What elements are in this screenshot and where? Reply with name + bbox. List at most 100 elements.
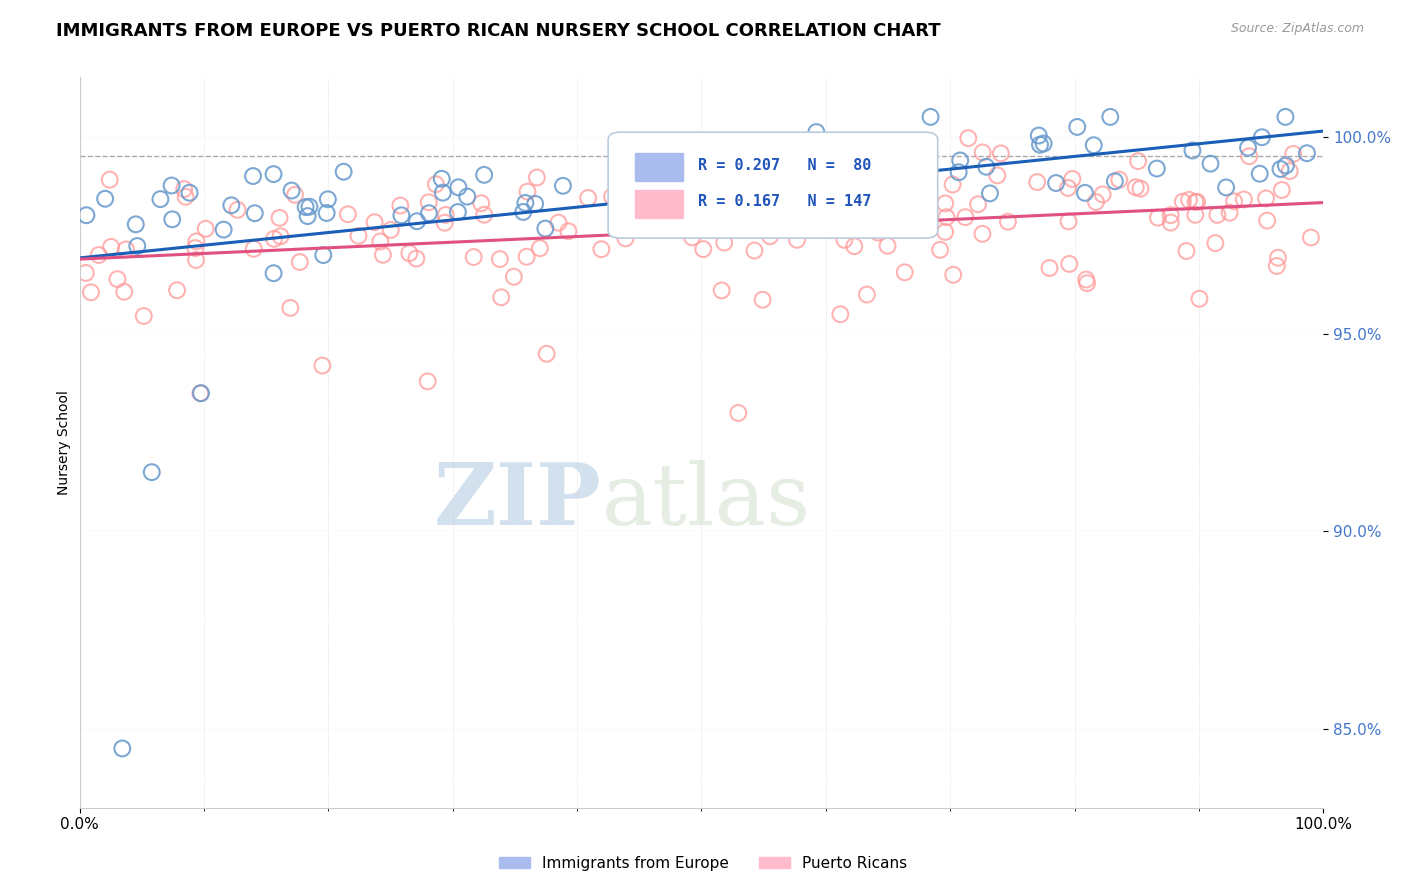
Point bbox=[710, 284, 733, 298]
Point bbox=[744, 244, 766, 258]
Text: Source: ZipAtlas.com: Source: ZipAtlas.com bbox=[1230, 22, 1364, 36]
Point bbox=[685, 211, 707, 225]
Point bbox=[536, 347, 558, 361]
Point bbox=[606, 176, 628, 190]
Point bbox=[1181, 144, 1204, 158]
Point bbox=[512, 205, 534, 219]
Point bbox=[1129, 181, 1152, 195]
Point bbox=[243, 206, 266, 220]
Point bbox=[132, 309, 155, 323]
Point bbox=[721, 194, 744, 208]
Point bbox=[1091, 187, 1114, 202]
Point bbox=[889, 196, 911, 211]
Point bbox=[830, 169, 852, 183]
Point bbox=[707, 186, 730, 200]
Point bbox=[263, 232, 285, 246]
Point bbox=[1074, 186, 1097, 200]
Point bbox=[1223, 194, 1246, 209]
Point bbox=[190, 386, 212, 401]
Point bbox=[868, 226, 890, 240]
Point bbox=[811, 165, 834, 179]
Point bbox=[194, 221, 217, 235]
Point bbox=[212, 222, 235, 236]
Point bbox=[727, 406, 749, 420]
Point bbox=[127, 239, 149, 253]
Point bbox=[1251, 130, 1274, 145]
Point bbox=[470, 196, 492, 211]
Point bbox=[1104, 174, 1126, 188]
Point bbox=[803, 197, 825, 211]
Point bbox=[636, 186, 658, 200]
Point bbox=[1029, 137, 1052, 152]
Point bbox=[1066, 120, 1088, 134]
Point bbox=[1237, 141, 1260, 155]
Point bbox=[942, 268, 965, 282]
Point bbox=[1184, 194, 1206, 209]
Point bbox=[972, 145, 994, 160]
Point bbox=[647, 191, 669, 205]
Point bbox=[786, 233, 808, 247]
Text: R = 0.167   N = 147: R = 0.167 N = 147 bbox=[697, 194, 872, 209]
Point bbox=[974, 160, 997, 174]
Point bbox=[942, 178, 965, 192]
Point bbox=[547, 216, 569, 230]
Point bbox=[221, 198, 243, 212]
Point bbox=[311, 359, 333, 373]
Point bbox=[456, 189, 478, 203]
Point bbox=[704, 182, 727, 196]
Point bbox=[1171, 194, 1194, 209]
Point bbox=[173, 182, 195, 196]
Point bbox=[1296, 146, 1319, 161]
Point bbox=[1045, 176, 1067, 190]
Point bbox=[389, 208, 412, 222]
Point bbox=[162, 212, 184, 227]
Point bbox=[1282, 147, 1305, 161]
Point bbox=[844, 239, 866, 253]
Point bbox=[1038, 260, 1060, 275]
Point bbox=[1206, 208, 1229, 222]
Point bbox=[1084, 194, 1107, 209]
Point bbox=[489, 290, 512, 304]
Point bbox=[184, 241, 207, 255]
Point bbox=[1249, 167, 1271, 181]
Point bbox=[160, 178, 183, 193]
Point bbox=[741, 195, 763, 210]
Point bbox=[98, 172, 121, 186]
Point bbox=[1270, 161, 1292, 176]
Point bbox=[107, 272, 129, 286]
Point bbox=[389, 198, 412, 212]
Point bbox=[949, 153, 972, 168]
Point bbox=[297, 209, 319, 223]
Point bbox=[551, 178, 574, 193]
Point bbox=[1062, 172, 1084, 186]
Point bbox=[1199, 156, 1222, 170]
Point bbox=[967, 197, 990, 211]
Point bbox=[824, 214, 846, 228]
Point bbox=[380, 223, 402, 237]
Point bbox=[87, 248, 110, 262]
Point bbox=[336, 207, 359, 221]
Point bbox=[955, 210, 977, 224]
FancyBboxPatch shape bbox=[609, 132, 938, 238]
FancyBboxPatch shape bbox=[636, 190, 683, 218]
Point bbox=[1215, 180, 1237, 194]
Point bbox=[75, 208, 97, 222]
Point bbox=[1237, 149, 1260, 163]
Point bbox=[472, 208, 495, 222]
Point bbox=[186, 235, 208, 249]
Point bbox=[775, 196, 797, 211]
Point bbox=[100, 240, 122, 254]
Point bbox=[115, 243, 138, 257]
Point bbox=[929, 243, 952, 257]
Point bbox=[406, 214, 429, 228]
Point bbox=[834, 233, 856, 247]
Y-axis label: Nursery School: Nursery School bbox=[58, 390, 72, 495]
Point bbox=[242, 169, 264, 183]
Point bbox=[1233, 193, 1256, 207]
Point bbox=[1126, 154, 1149, 169]
Point bbox=[893, 162, 915, 177]
Point bbox=[1271, 183, 1294, 197]
Point bbox=[1147, 211, 1170, 225]
Point bbox=[856, 287, 879, 301]
Point bbox=[823, 186, 845, 200]
